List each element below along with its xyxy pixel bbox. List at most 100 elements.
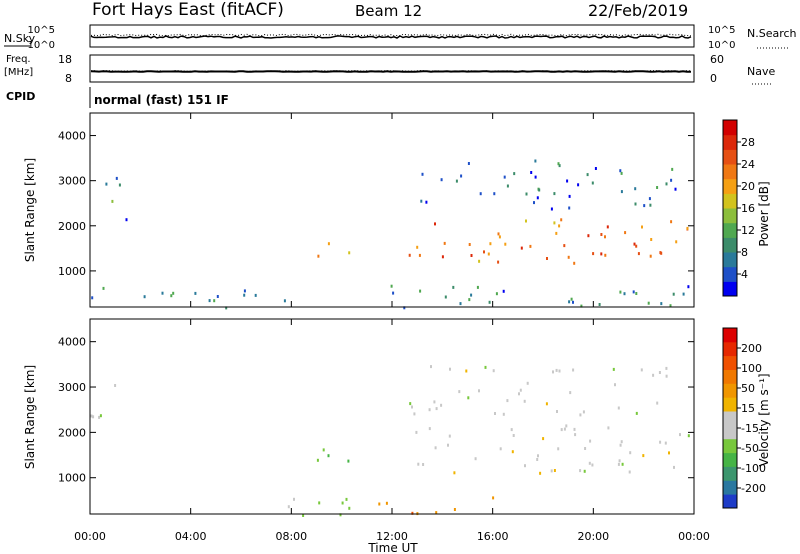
data-cell bbox=[114, 384, 117, 387]
data-cell bbox=[493, 192, 496, 196]
velocity-tick-label: 100 bbox=[741, 362, 762, 375]
data-cell bbox=[624, 231, 627, 235]
data-cell bbox=[453, 508, 456, 511]
data-cell bbox=[115, 176, 118, 180]
data-cell bbox=[495, 292, 498, 296]
data-cell bbox=[293, 497, 295, 501]
data-cell bbox=[430, 365, 432, 369]
velocity-swatch bbox=[723, 480, 737, 495]
data-cell bbox=[347, 459, 350, 463]
data-cell bbox=[317, 254, 320, 258]
x-axis-label: Time UT bbox=[367, 541, 418, 554]
data-cell bbox=[417, 462, 420, 466]
data-cell bbox=[523, 399, 526, 403]
power-tick-label: 12 bbox=[741, 224, 755, 237]
data-cell bbox=[664, 441, 667, 445]
data-cell bbox=[378, 502, 381, 506]
data-cell bbox=[172, 291, 175, 295]
data-cell bbox=[434, 222, 436, 226]
data-cell bbox=[479, 192, 482, 196]
power-tick-label: 16 bbox=[741, 202, 755, 215]
data-cell bbox=[470, 293, 473, 297]
data-region bbox=[91, 284, 690, 310]
data-cell bbox=[526, 381, 529, 385]
beam-label: Beam 12 bbox=[355, 2, 422, 20]
data-cell bbox=[542, 437, 545, 441]
x-tick-label: 20:00 bbox=[577, 530, 609, 543]
power-swatch bbox=[723, 120, 737, 136]
data-cell bbox=[511, 450, 514, 454]
data-cell bbox=[583, 469, 586, 473]
data-cell bbox=[322, 448, 325, 452]
data-cell bbox=[441, 255, 444, 259]
data-cell bbox=[674, 187, 677, 191]
data-cell bbox=[489, 242, 492, 246]
data-region bbox=[90, 384, 117, 419]
data-cell bbox=[339, 513, 342, 517]
data-cell bbox=[213, 299, 216, 303]
data-cell bbox=[525, 192, 528, 196]
nave-tick-high: 60 bbox=[710, 53, 724, 66]
data-cell bbox=[453, 471, 456, 475]
data-cell bbox=[416, 245, 419, 249]
data-cell bbox=[530, 171, 533, 174]
y-tick-label: 1000 bbox=[58, 265, 86, 278]
data-cell bbox=[643, 204, 646, 208]
data-cell bbox=[118, 183, 121, 187]
noise-panel bbox=[89, 24, 695, 48]
data-cell bbox=[474, 457, 477, 461]
data-cell bbox=[628, 470, 631, 474]
velocity-ylabel: Slant Range [km] bbox=[23, 365, 37, 469]
data-cell bbox=[634, 202, 637, 206]
data-region bbox=[316, 448, 350, 463]
data-cell bbox=[348, 506, 351, 510]
data-cell bbox=[635, 411, 638, 415]
data-cell bbox=[652, 373, 655, 377]
data-cell bbox=[90, 414, 93, 418]
data-cell bbox=[604, 253, 607, 257]
nave-trace bbox=[91, 70, 692, 72]
power-tick-label: 28 bbox=[741, 136, 755, 149]
data-cell bbox=[448, 434, 451, 438]
data-cell bbox=[440, 403, 443, 407]
data-cell bbox=[390, 284, 393, 288]
data-cell bbox=[648, 197, 651, 201]
data-cell bbox=[415, 430, 418, 434]
data-region bbox=[409, 365, 668, 417]
data-cell bbox=[572, 300, 574, 304]
power-tick-label: 20 bbox=[741, 180, 755, 193]
data-cell bbox=[443, 241, 446, 245]
data-cell bbox=[656, 401, 659, 405]
data-cell bbox=[525, 219, 527, 223]
data-cell bbox=[419, 289, 422, 293]
velocity-swatch bbox=[723, 438, 737, 454]
velocity-swatch bbox=[723, 411, 737, 426]
data-cell bbox=[506, 184, 509, 188]
data-cell bbox=[459, 302, 462, 306]
velocity-swatch bbox=[723, 383, 737, 398]
data-cell bbox=[656, 186, 659, 189]
data-cell bbox=[591, 181, 594, 185]
data-cell bbox=[612, 367, 615, 371]
data-cell bbox=[672, 292, 675, 296]
power-swatch bbox=[723, 237, 737, 253]
data-cell bbox=[637, 252, 640, 256]
data-cell bbox=[476, 285, 479, 289]
data-cell bbox=[649, 203, 652, 207]
data-cell bbox=[623, 292, 626, 296]
data-region bbox=[408, 218, 689, 265]
data-cell bbox=[316, 458, 319, 462]
data-cell bbox=[478, 389, 480, 393]
data-cell bbox=[99, 414, 102, 418]
y-tick-label: 3000 bbox=[58, 175, 86, 188]
data-cell bbox=[606, 225, 609, 229]
data-cell bbox=[92, 415, 95, 419]
velocity-swatch bbox=[723, 494, 737, 509]
data-cell bbox=[635, 244, 638, 248]
data-cell bbox=[546, 257, 548, 260]
data-cell bbox=[420, 199, 423, 203]
data-cell bbox=[647, 301, 650, 305]
power-swatch bbox=[723, 222, 737, 238]
data-cell bbox=[502, 289, 505, 293]
